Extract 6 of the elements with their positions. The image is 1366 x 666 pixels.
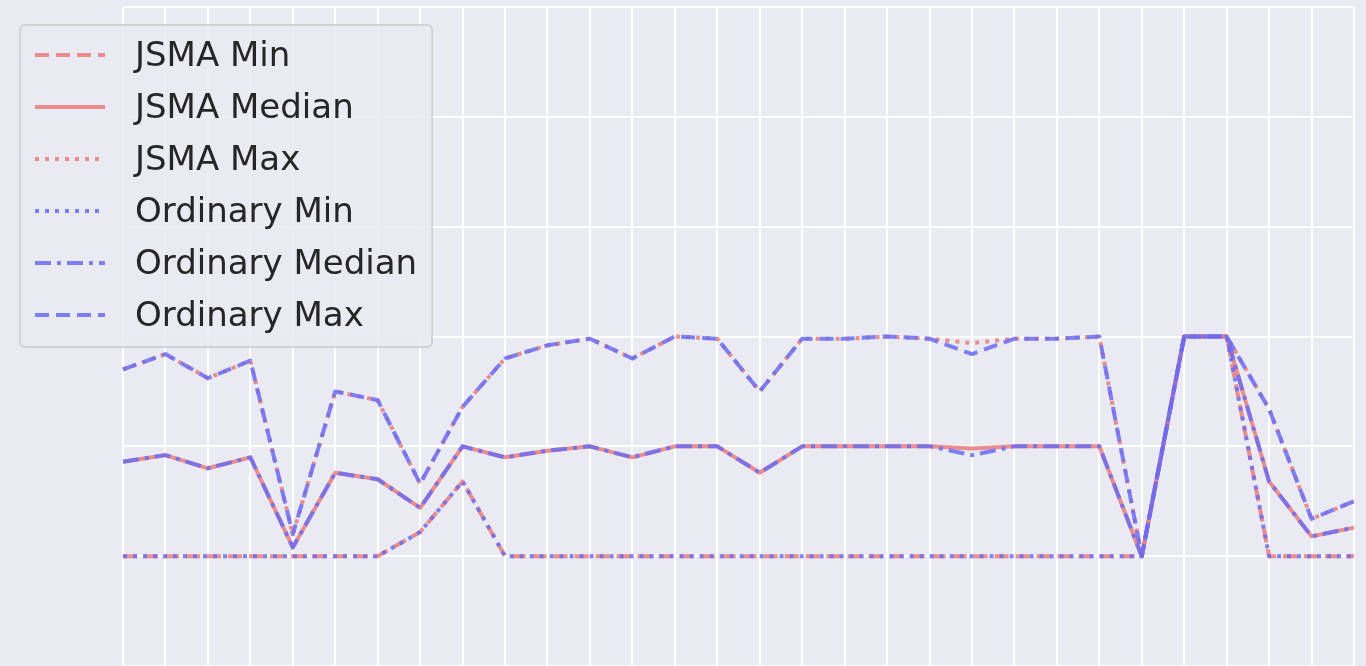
legend-label: Ordinary Min: [135, 189, 354, 230]
legend-label: JSMA Median: [133, 85, 354, 126]
legend-label: JSMA Max: [133, 137, 301, 178]
legend-label: Ordinary Max: [135, 293, 364, 334]
legend-label: JSMA Min: [133, 33, 291, 74]
legend-label: Ordinary Median: [135, 241, 418, 282]
